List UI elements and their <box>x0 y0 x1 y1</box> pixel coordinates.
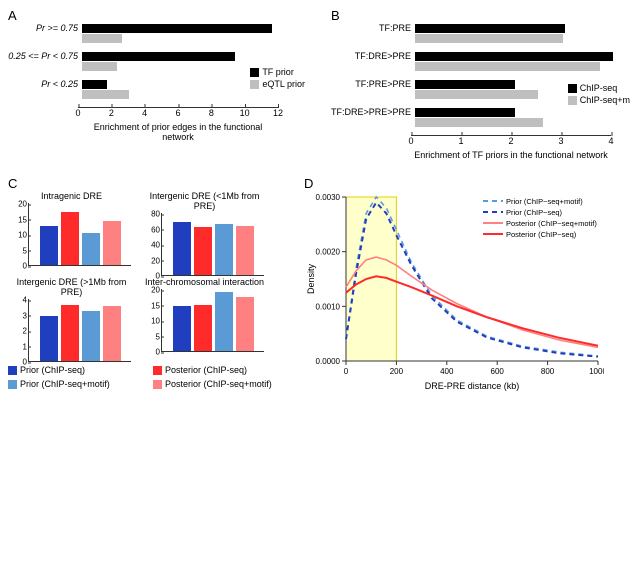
panel-c-bar <box>103 221 121 265</box>
panel-d-ytick: 0.0030 <box>316 193 341 202</box>
panel-c-bar <box>194 305 212 352</box>
panel-b-ylabel: TF:DRE>PRE <box>331 51 415 61</box>
panel-d-legend-label: Prior (ChIP−seq+motif) <box>506 197 583 206</box>
panel-b-label: B <box>331 8 630 23</box>
panel-a-bar-eqtl <box>82 34 122 43</box>
panel-c-bar <box>215 224 233 275</box>
panel-d-label: D <box>304 176 604 191</box>
panel-b-legend-label: ChIP-seq <box>580 83 618 93</box>
panel-d-legend-label: Prior (ChIP−seq) <box>506 208 563 217</box>
panel-b-ylabel: TF:PRE <box>331 23 415 33</box>
panel-a-bar-eqtl <box>82 62 117 71</box>
panel-b-bar-b <box>415 118 543 127</box>
panel-a-xlabel: Enrichment of prior edges in the functio… <box>78 122 278 142</box>
panel-c-charts: Intragenic DRE05101520Intergenic DRE (<1… <box>8 191 288 391</box>
panel-b-bar-a <box>415 24 565 33</box>
panel-d-xtick: 400 <box>440 367 454 376</box>
panel-a-chart: Pr >= 0.75 0.25 <= Pr < 0.75 Pr < 0.25 0… <box>8 23 315 142</box>
panel-b-ylabel: TF:DRE>PRE>PRE <box>331 107 415 117</box>
panel-c-label: C <box>8 176 288 191</box>
panel-c-subtitle: Intergenic DRE (>1Mb from PRE) <box>8 277 135 297</box>
panel-b-xlabel: Enrichment of TF priors in the functiona… <box>411 150 611 160</box>
panel-c-bar <box>215 292 233 351</box>
panel-c-legend-label: Prior (ChIP-seq) <box>20 365 85 375</box>
panel-d-xtick: 0 <box>344 367 349 376</box>
panel-d-ytick: 0.0020 <box>316 248 341 257</box>
panel-d-ytick: 0.0010 <box>316 302 341 311</box>
panel-c-legend-label: Posterior (ChIP-seq) <box>165 365 247 375</box>
panel-c-legend-label: Posterior (ChIP-seq+motif) <box>165 379 272 389</box>
panel-a-bar-tf <box>82 52 235 61</box>
panel-c-bar <box>173 306 191 351</box>
panel-a-label: A <box>8 8 315 23</box>
panel-b-legend-label: ChIP-seq+motif <box>580 95 630 105</box>
panel-c-bar <box>61 212 79 265</box>
panel-d-chart: 0 200 400 600 800 1000 0.0000 0.0010 0.0020 0.003… <box>304 191 604 391</box>
panel-c-subtitle: Inter-chromosomal interaction <box>141 277 268 287</box>
panel-c-bar <box>61 305 79 361</box>
panel-b-bar-a <box>415 80 515 89</box>
panel-a-ylabel: Pr < 0.25 <box>8 79 82 89</box>
panel-b-chart: TF:PRE TF:DRE>PRE TF:PRE>PRE TF:DRE>PRE>… <box>331 23 630 160</box>
panel-b-bar-a <box>415 52 613 61</box>
panel-d-legend-label: Posterior (ChIP−seq) <box>506 230 577 239</box>
panel-b-ylabel: TF:PRE>PRE <box>331 79 415 89</box>
panel-c-bar <box>82 233 100 265</box>
panel-c-bar <box>236 226 254 275</box>
panel-c-bar <box>40 316 58 361</box>
panel-b-bar-b <box>415 90 538 99</box>
panel-b-bar-a <box>415 108 515 117</box>
panel-c-bar <box>236 297 254 351</box>
panel-c-legend-label: Prior (ChIP-seq+motif) <box>20 379 110 389</box>
panel-c-bar <box>82 311 100 361</box>
panel-a-bar-tf <box>82 80 107 89</box>
panel-a-ylabel: Pr >= 0.75 <box>8 23 82 33</box>
panel-a-bar-tf <box>82 24 272 33</box>
panel-b-bar-b <box>415 34 563 43</box>
panel-c-bar <box>103 306 121 361</box>
panel-a-ylabel: 0.25 <= Pr < 0.75 <box>8 51 82 61</box>
panel-d-xtick: 200 <box>390 367 404 376</box>
panel-a-legend-label: eQTL prior <box>262 79 305 89</box>
panel-c-subtitle: Intergenic DRE (<1Mb from PRE) <box>141 191 268 211</box>
panel-a-legend-label: TF prior <box>262 67 294 77</box>
panel-a-bar-eqtl <box>82 90 129 99</box>
panel-d-ytick: 0.0000 <box>316 357 341 366</box>
panel-c-bar <box>40 226 58 265</box>
panel-d-legend-label: Posterior (ChIP−seq+motif) <box>506 219 597 228</box>
panel-d-xlabel: DRE-PRE distance (kb) <box>425 381 520 391</box>
panel-c-bar <box>194 227 212 275</box>
panel-c-bar <box>173 222 191 275</box>
panel-d-xtick: 600 <box>491 367 505 376</box>
panel-d-xtick: 1000 <box>589 367 604 376</box>
panel-b-bar-b <box>415 62 600 71</box>
panel-d-ylabel: Density <box>306 263 316 294</box>
panel-d-xtick: 800 <box>541 367 555 376</box>
panel-c-subtitle: Intragenic DRE <box>8 191 135 201</box>
